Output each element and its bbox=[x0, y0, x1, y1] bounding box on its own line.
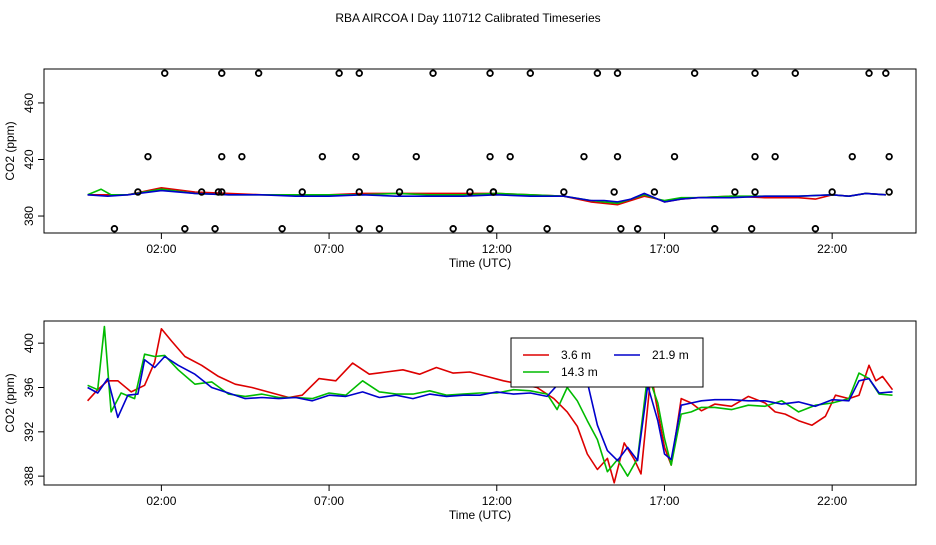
series-line-14-3-m bbox=[87, 325, 893, 477]
calibration-point bbox=[134, 188, 142, 196]
calibration-point bbox=[355, 188, 363, 196]
calibration-point bbox=[254, 69, 263, 77]
calibration-point bbox=[238, 152, 246, 161]
series-line-3-6-m bbox=[87, 327, 894, 484]
calibration-point bbox=[751, 152, 759, 161]
calibration-point bbox=[375, 225, 384, 233]
legend-label-21-9-m: 21.9 m bbox=[652, 348, 689, 362]
series-line-21-9-m bbox=[87, 189, 886, 203]
x-tick-label: 17:00 bbox=[649, 494, 679, 508]
calibration-point bbox=[828, 188, 836, 196]
calibration-point bbox=[486, 152, 494, 161]
series-line-21-9-m bbox=[87, 355, 893, 462]
plot-frame bbox=[43, 320, 917, 486]
x-axis-label: Time (UTC) bbox=[449, 508, 511, 522]
x-tick-label: 12:00 bbox=[482, 494, 512, 508]
legend-label-3-6-m: 3.6 m bbox=[561, 348, 591, 362]
x-tick-label: 07:00 bbox=[314, 494, 344, 508]
calibration-point bbox=[486, 225, 494, 233]
plot-frame bbox=[43, 68, 917, 234]
x-tick-label: 02:00 bbox=[146, 242, 176, 256]
x-tick-label: 12:00 bbox=[482, 242, 512, 256]
calibration-point bbox=[848, 152, 856, 161]
calibration-point bbox=[489, 188, 498, 196]
calibration-point bbox=[580, 152, 588, 161]
plot-area bbox=[87, 325, 894, 484]
y-tick-label: 420 bbox=[22, 149, 36, 169]
y-tick-label: 380 bbox=[22, 206, 36, 226]
calibration-point bbox=[526, 69, 535, 77]
y-tick-label: 396 bbox=[22, 377, 36, 397]
calibration-point bbox=[610, 188, 618, 196]
calibration-point bbox=[751, 188, 759, 196]
calibration-point bbox=[335, 69, 343, 77]
x-tick-label: 22:00 bbox=[817, 494, 847, 508]
calibration-point bbox=[613, 152, 622, 161]
calibration-point bbox=[278, 225, 286, 233]
calibration-point bbox=[593, 69, 602, 77]
calibration-point bbox=[197, 188, 206, 196]
y-tick-label: 400 bbox=[22, 333, 36, 353]
calibration-point bbox=[650, 188, 659, 196]
calibration-point bbox=[882, 69, 890, 77]
calibration-point bbox=[543, 225, 551, 233]
calibration-point bbox=[412, 152, 420, 161]
calibration-point bbox=[560, 188, 568, 196]
x-axis-label: Time (UTC) bbox=[449, 256, 511, 270]
legend-box bbox=[510, 337, 704, 388]
y-tick-label: 392 bbox=[22, 421, 36, 441]
y-axis-label: CO2 (ppm) bbox=[3, 121, 17, 180]
calibration-point bbox=[352, 152, 360, 161]
x-tick-label: 22:00 bbox=[817, 242, 847, 256]
x-tick-label: 02:00 bbox=[146, 494, 176, 508]
calibration-point bbox=[711, 225, 719, 233]
calibration-point bbox=[791, 69, 799, 77]
calibration-point bbox=[670, 152, 679, 161]
calibration-point bbox=[865, 69, 873, 77]
bottom-panel-timeseries: 02:00 07:00 12:00 17:00 22:00 Time (UTC) 388 39… bbox=[3, 320, 917, 522]
calibration-point bbox=[617, 225, 625, 233]
calibration-point bbox=[110, 225, 119, 233]
calibration-point bbox=[214, 188, 223, 196]
calibration-point bbox=[429, 69, 437, 77]
calibration-point bbox=[218, 188, 226, 196]
calibration-point bbox=[751, 69, 759, 77]
top-panel-calibrated: 02:00 07:00 12:00 17:00 22:00 Time (UTC) 380 42… bbox=[3, 68, 917, 270]
y-tick-label: 460 bbox=[22, 93, 36, 113]
x-tick-label: 17:00 bbox=[649, 242, 679, 256]
calibration-point bbox=[771, 152, 779, 161]
calibration-point bbox=[161, 69, 169, 77]
calibration-point bbox=[613, 69, 622, 77]
calibration-point bbox=[181, 225, 189, 233]
calibration-point bbox=[218, 152, 226, 161]
calibration-point bbox=[318, 152, 327, 161]
calibration-point bbox=[747, 225, 756, 233]
calibration-point bbox=[218, 69, 226, 77]
calibration-point bbox=[355, 69, 363, 77]
y-axis-label: CO2 (ppm) bbox=[3, 373, 17, 432]
y-tick-label: 388 bbox=[22, 466, 36, 486]
plot-area bbox=[87, 187, 886, 206]
calibration-point bbox=[506, 152, 514, 161]
calibration-point bbox=[690, 69, 699, 77]
calibration-point bbox=[466, 188, 474, 196]
calibration-point bbox=[144, 152, 152, 161]
legend-label-14-3-m: 14.3 m bbox=[561, 365, 598, 379]
figure-title: RBA AIRCOA I Day 110712 Calibrated Times… bbox=[335, 11, 600, 25]
calibration-point bbox=[885, 188, 893, 196]
calibration-point bbox=[731, 188, 739, 196]
legend: 3.6 m 14.3 m 21.9 m bbox=[510, 337, 704, 388]
calibration-point bbox=[298, 188, 306, 196]
calibration-point bbox=[486, 69, 494, 77]
calibration-point bbox=[885, 152, 893, 161]
calibration-point bbox=[633, 225, 642, 233]
calibration-point bbox=[449, 225, 457, 233]
x-tick-label: 07:00 bbox=[314, 242, 344, 256]
calibration-point bbox=[211, 225, 219, 233]
calibration-point bbox=[395, 188, 404, 196]
calibration-point bbox=[811, 225, 820, 233]
calibration-point bbox=[355, 225, 363, 233]
